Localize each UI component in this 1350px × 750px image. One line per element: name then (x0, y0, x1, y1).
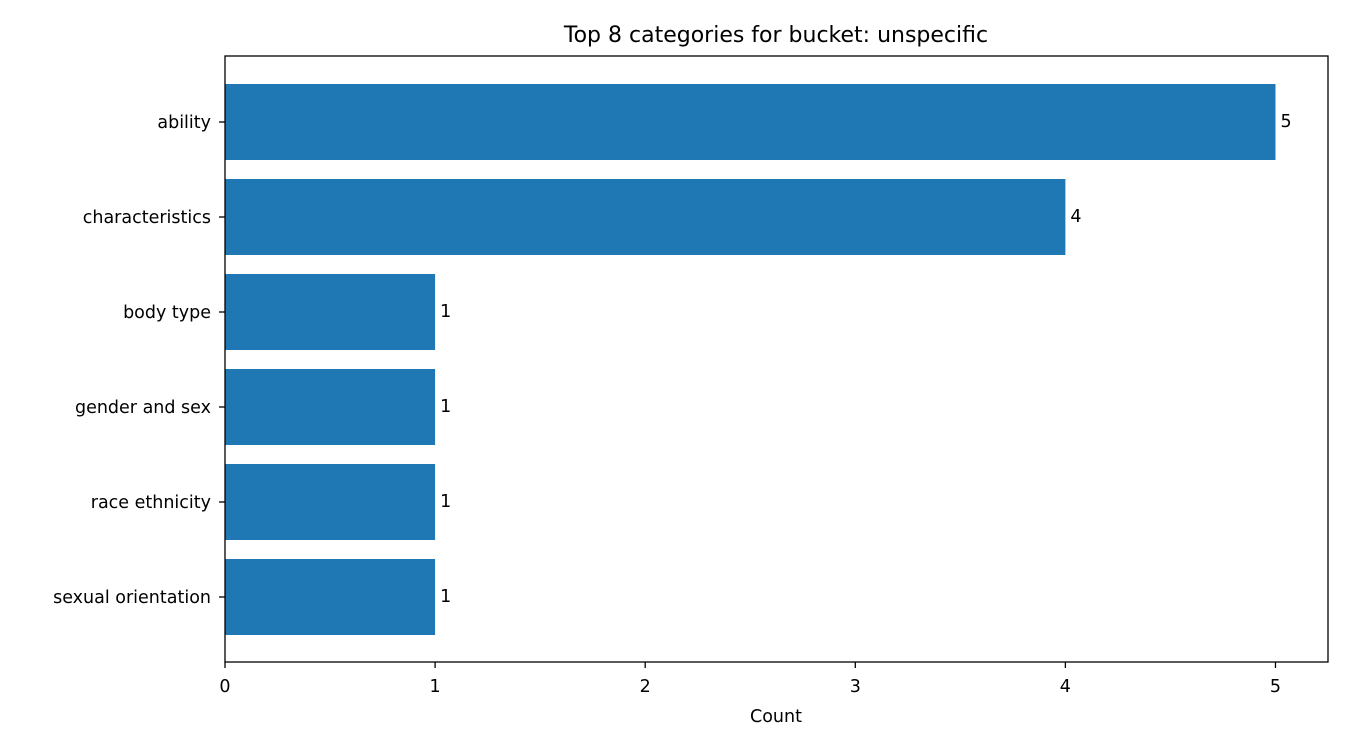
chart-title: Top 8 categories for bucket: unspecific (563, 23, 988, 48)
y-tick-label: ability (157, 113, 211, 133)
data-label: 1 (440, 302, 451, 322)
x-tick-label: 2 (640, 677, 651, 697)
data-label: 4 (1070, 207, 1081, 227)
bar (225, 179, 1066, 255)
data-label: 1 (440, 492, 451, 512)
x-tick-label: 3 (850, 677, 861, 697)
data-label: 1 (440, 397, 451, 417)
data-label: 1 (440, 587, 451, 607)
y-tick-label: sexual orientation (53, 588, 211, 608)
y-tick-labels: ability characteristics body type gender an… (53, 113, 225, 608)
data-label: 5 (1280, 112, 1291, 132)
x-ticks: 0 1 2 3 4 5 (219, 662, 1281, 697)
bar (225, 464, 436, 540)
x-axis-label: Count (750, 707, 802, 727)
x-tick-label: 4 (1060, 677, 1071, 697)
plot-frame (224, 55, 1329, 663)
x-tick-label: 0 (219, 677, 230, 697)
data-labels: 5 4 1 1 1 1 (440, 112, 1292, 607)
y-tick-label: gender and sex (75, 398, 211, 418)
bar (225, 369, 436, 445)
bar (225, 84, 1276, 160)
x-tick-label: 5 (1270, 677, 1281, 697)
bar (225, 559, 436, 635)
bars-group (225, 84, 1276, 635)
y-tick-label: characteristics (83, 208, 211, 228)
y-tick-label: race ethnicity (91, 493, 211, 513)
x-tick-label: 1 (430, 677, 441, 697)
y-tick-label: body type (123, 303, 211, 323)
bar (225, 274, 436, 350)
